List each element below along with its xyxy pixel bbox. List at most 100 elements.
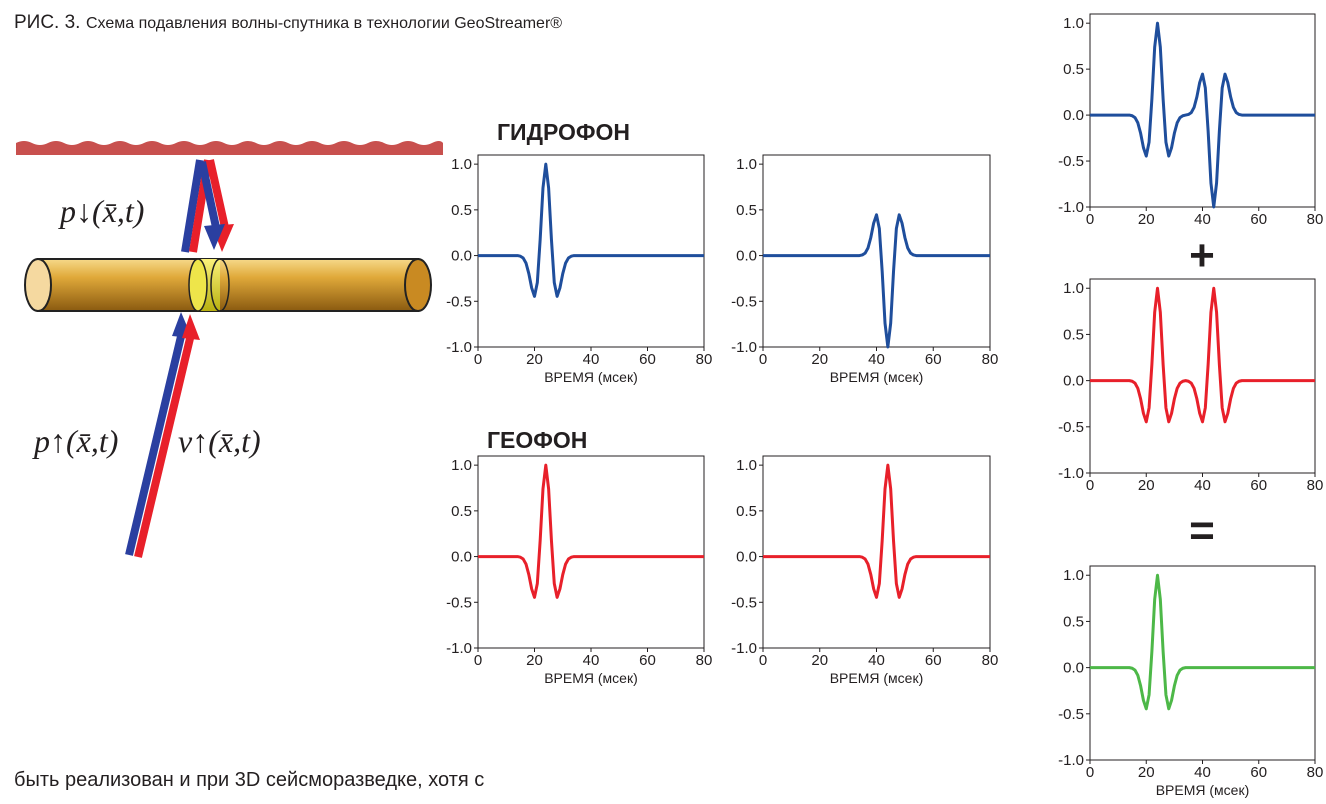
- y-tick-label: 0.5: [736, 503, 757, 520]
- x-tick-label: 20: [526, 351, 543, 368]
- formula: p↑(x̄,t): [32, 423, 118, 459]
- plot-frame: [478, 155, 704, 347]
- x-tick-label: 60: [639, 351, 656, 368]
- group-label: ГИДРОФОН: [497, 119, 630, 145]
- y-tick-label: 0.0: [1063, 107, 1084, 124]
- wavelet: [478, 164, 704, 296]
- wavelet: [1090, 575, 1315, 709]
- y-tick-label: 1.0: [736, 156, 757, 173]
- x-tick-label: 20: [1138, 211, 1155, 228]
- x-tick-label: 60: [1250, 211, 1267, 228]
- y-tick-label: 0.5: [736, 202, 757, 219]
- y-tick-label: -1.0: [731, 339, 757, 356]
- wavelet: [763, 465, 990, 597]
- x-tick-label: 0: [1086, 764, 1094, 781]
- y-tick-label: -1.0: [1058, 465, 1084, 482]
- y-tick-label: -0.5: [1058, 706, 1084, 723]
- wavelet: [1090, 23, 1315, 207]
- x-tick-label: 20: [1138, 764, 1155, 781]
- x-axis-label: ВРЕМЯ (мсек): [830, 369, 924, 385]
- x-tick-label: 0: [1086, 477, 1094, 494]
- streamer-end: [25, 259, 51, 311]
- x-axis-label: ВРЕМЯ (мсек): [1156, 782, 1250, 798]
- y-tick-label: 0.5: [1063, 613, 1084, 630]
- y-tick-label: 1.0: [451, 156, 472, 173]
- plot-frame: [1090, 279, 1315, 473]
- y-tick-label: -0.5: [446, 293, 472, 310]
- x-tick-label: 40: [1194, 211, 1211, 228]
- x-tick-label: 20: [811, 351, 828, 368]
- x-tick-label: 20: [526, 652, 543, 669]
- y-tick-label: 0.5: [1063, 61, 1084, 78]
- y-tick-label: 0.0: [451, 248, 472, 265]
- x-tick-label: 80: [982, 652, 999, 669]
- x-tick-label: 80: [1307, 764, 1324, 781]
- y-tick-label: 0.0: [1063, 373, 1084, 390]
- x-tick-label: 0: [474, 652, 482, 669]
- y-tick-label: -1.0: [731, 640, 757, 657]
- y-tick-label: -0.5: [446, 594, 472, 611]
- plot-frame: [478, 456, 704, 648]
- plot-frame: [763, 456, 990, 648]
- x-tick-label: 40: [868, 351, 885, 368]
- sensor-edge: [189, 259, 207, 311]
- operator: =: [1189, 506, 1215, 555]
- x-tick-label: 40: [1194, 764, 1211, 781]
- y-tick-label: -1.0: [446, 640, 472, 657]
- y-tick-label: -0.5: [1058, 153, 1084, 170]
- ray-up: [129, 328, 183, 555]
- sea-surface: [16, 141, 443, 155]
- y-tick-label: 0.5: [451, 202, 472, 219]
- x-tick-label: 80: [1307, 477, 1324, 494]
- x-tick-label: 60: [1250, 764, 1267, 781]
- formula: v↑(x̄,t): [178, 423, 261, 459]
- wavelet: [1090, 288, 1315, 422]
- x-axis-label: ВРЕМЯ (мсек): [544, 369, 638, 385]
- body-text: быть реализован и при 3D сейсморазведке,…: [14, 769, 484, 791]
- plot-frame: [1090, 566, 1315, 760]
- x-tick-label: 0: [1086, 211, 1094, 228]
- figure-title: Схема подавления волны-спутника в технол…: [86, 15, 562, 32]
- x-tick-label: 60: [925, 351, 942, 368]
- page: РИС. 3. Схема подавления волны-спутника …: [0, 0, 1326, 804]
- y-tick-label: 0.0: [736, 549, 757, 566]
- y-tick-label: -1.0: [1058, 199, 1084, 216]
- streamer: [38, 259, 418, 311]
- x-tick-label: 40: [868, 652, 885, 669]
- figure: РИС. 3. Схема подавления волны-спутника …: [0, 0, 1326, 804]
- y-tick-label: -0.5: [731, 594, 757, 611]
- wavelet: [763, 215, 990, 347]
- y-tick-label: 1.0: [1063, 15, 1084, 32]
- x-tick-label: 0: [759, 652, 767, 669]
- x-tick-label: 40: [583, 351, 600, 368]
- x-tick-label: 60: [639, 652, 656, 669]
- x-tick-label: 60: [1250, 477, 1267, 494]
- x-tick-label: 20: [1138, 477, 1155, 494]
- plot-frame: [763, 155, 990, 347]
- group-label: ГЕОФОН: [487, 427, 587, 453]
- x-axis-label: ВРЕМЯ (мсек): [830, 670, 924, 686]
- y-tick-label: -0.5: [1058, 419, 1084, 436]
- y-tick-label: -1.0: [446, 339, 472, 356]
- y-tick-label: 0.0: [1063, 660, 1084, 677]
- y-tick-label: -1.0: [1058, 752, 1084, 769]
- y-tick-label: 0.5: [451, 503, 472, 520]
- operator: +: [1189, 231, 1215, 280]
- y-tick-label: 1.0: [1063, 280, 1084, 297]
- plot-frame: [1090, 14, 1315, 207]
- formula: p↓(x̄,t): [58, 193, 144, 229]
- wavelet: [478, 465, 704, 597]
- y-tick-label: 0.0: [451, 549, 472, 566]
- x-tick-label: 80: [696, 351, 713, 368]
- x-tick-label: 80: [1307, 211, 1324, 228]
- x-tick-label: 80: [982, 351, 999, 368]
- x-tick-label: 40: [1194, 477, 1211, 494]
- x-tick-label: 0: [474, 351, 482, 368]
- y-tick-label: 1.0: [451, 457, 472, 474]
- x-tick-label: 80: [696, 652, 713, 669]
- x-tick-label: 60: [925, 652, 942, 669]
- y-tick-label: 1.0: [1063, 567, 1084, 584]
- x-tick-label: 0: [759, 351, 767, 368]
- y-tick-label: -0.5: [731, 293, 757, 310]
- figure-label: РИС. 3.: [14, 12, 80, 33]
